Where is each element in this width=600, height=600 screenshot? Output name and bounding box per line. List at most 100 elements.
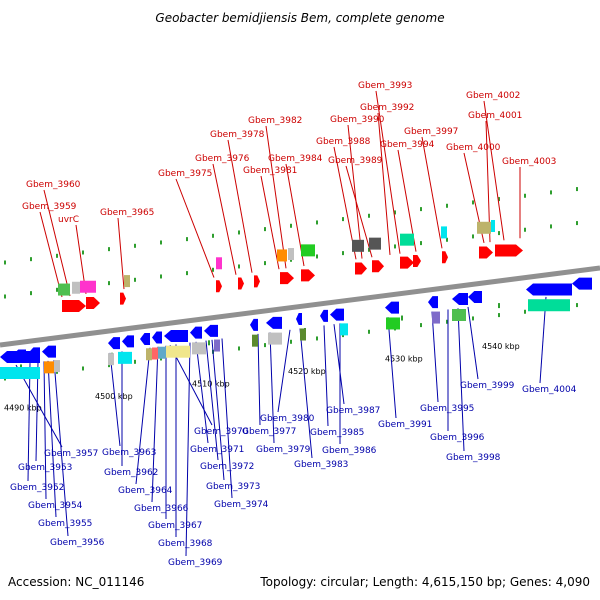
reverse-gene-arrow (428, 296, 438, 309)
label-leader (269, 332, 275, 444)
gene-label: Gbem_3995 (420, 404, 474, 414)
gene-label: Gbem_3964 (118, 486, 173, 496)
gene-label: Gbem_3969 (168, 558, 223, 568)
gene-label: Gbem_3952 (10, 483, 64, 493)
label-leader (265, 125, 287, 269)
tick-mark (20, 364, 22, 370)
label-leader (345, 165, 373, 258)
label-leader (431, 311, 439, 403)
guide-dot (264, 343, 266, 348)
gene-label: Gbem_3956 (50, 538, 105, 548)
gene-label: Gbem_3984 (268, 154, 323, 164)
guide-dot (238, 264, 240, 269)
gene-label: Gbem_3975 (158, 169, 212, 179)
feature-box (288, 248, 294, 261)
label-leader (212, 163, 237, 275)
gene-label: Gbem_3960 (26, 180, 81, 190)
gene-label: Gbem_3967 (148, 521, 202, 531)
gene-label: Gbem_4000 (446, 143, 501, 153)
gene-label: Gbem_3991 (378, 420, 432, 430)
guide-dot (394, 244, 396, 249)
gene-label: Gbem_3987 (326, 406, 380, 416)
label-leader (299, 328, 313, 459)
feature-box (477, 221, 491, 234)
guide-dot (472, 316, 474, 321)
guide-dot (394, 210, 396, 215)
gene-label: Gbem_3980 (260, 414, 315, 424)
gene-label: Gbem_3976 (195, 154, 250, 164)
reverse-gene-arrow (190, 326, 202, 339)
reverse-gene-arrow (526, 283, 572, 296)
reverse-gene-arrow (385, 301, 399, 314)
guide-dot (82, 250, 84, 255)
reverse-gene-arrow (108, 337, 120, 350)
gene-label: Gbem_3965 (100, 208, 154, 218)
feature-box (432, 311, 440, 324)
feature-box (369, 237, 381, 250)
feature-box (491, 219, 495, 232)
guide-dot (264, 261, 266, 266)
genome-summary-text: Topology: circular; Length: 4,615,150 bp… (259, 575, 590, 589)
map-title: Geobacter bemidjiensis Bem, complete gen… (155, 11, 444, 25)
feature-box (158, 346, 166, 359)
gene-label: Gbem_3972 (200, 462, 254, 472)
gene-label: Gbem_3968 (158, 539, 213, 549)
gene-label: Gbem_3999 (460, 381, 515, 391)
gene-label: Gbem_3983 (294, 460, 348, 470)
gene-label: Gbem_3962 (104, 468, 158, 478)
gene-label: Gbem_3977 (242, 427, 296, 437)
feature-box (441, 226, 447, 239)
label-leader (109, 352, 121, 447)
label-leader (211, 339, 225, 481)
accession-text: Accession: NC_011146 (8, 575, 144, 589)
guide-dot (524, 227, 526, 232)
feature-box (400, 233, 414, 246)
gene-label: Gbem_3998 (446, 453, 501, 463)
guide-dot (212, 267, 214, 272)
guide-dot (316, 220, 318, 225)
guide-dot (550, 224, 552, 229)
guide-dot (30, 291, 32, 296)
feature-box (340, 323, 348, 336)
label-leader (227, 139, 253, 273)
guide-dot (82, 366, 84, 371)
guide-dot (446, 319, 448, 324)
feature-box (214, 339, 220, 352)
tick-label: 4530 kbp (385, 355, 423, 364)
gene-label: Gbem_3981 (243, 166, 297, 176)
reverse-gene-arrow (266, 316, 282, 329)
label-leader (175, 178, 215, 278)
label-leader (135, 347, 151, 485)
reverse-gene-arrow (122, 335, 134, 348)
label-leader (151, 346, 159, 503)
guide-dot (342, 251, 344, 256)
guide-dot (316, 336, 318, 341)
feature-box (80, 280, 96, 293)
reverse-gene-arrow (42, 345, 56, 358)
label-leader (483, 100, 505, 241)
guide-dot (160, 274, 162, 279)
guide-dot (160, 240, 162, 245)
forward-gene-arrow (479, 246, 493, 259)
forward-gene-arrow (400, 256, 414, 269)
label-leader (39, 211, 63, 298)
reverse-gene-arrow (320, 309, 328, 322)
forward-gene-arrow (120, 292, 126, 305)
gene-label: Gbem_3985 (310, 428, 364, 438)
feature-box (192, 342, 206, 355)
forward-gene-arrow (62, 300, 86, 313)
label-leader (43, 189, 71, 297)
feature-box (252, 334, 258, 347)
feature-box (0, 367, 40, 379)
guide-dot (238, 230, 240, 235)
forward-gene-arrow (372, 260, 384, 273)
feature-box (386, 317, 400, 330)
label-leader (205, 340, 219, 461)
gene-label: Gbem_3974 (214, 500, 269, 510)
gene-label: uvrC (58, 215, 79, 225)
label-leader (257, 333, 261, 426)
reverse-gene-arrow (572, 277, 592, 290)
gene-label: Gbem_4003 (502, 157, 556, 167)
guide-dot (472, 200, 474, 205)
gene-label: Gbem_3992 (360, 103, 414, 113)
